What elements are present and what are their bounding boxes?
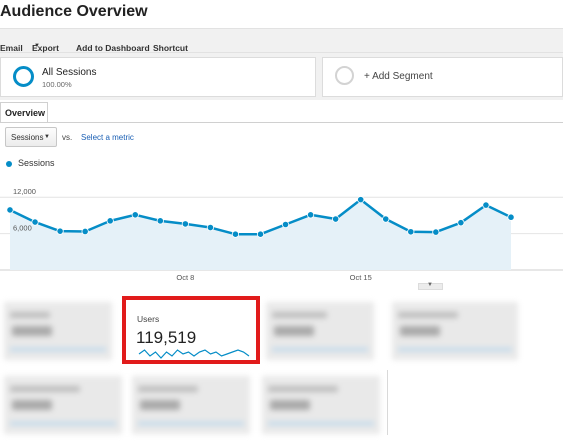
data-point [482,201,490,209]
data-point [206,223,214,232]
select-metric-link[interactable]: Select a metric [81,133,134,142]
sessions-chart: 12,000 6,000 Oct 8 Oct 15 [0,175,563,285]
chart-resize-handle[interactable]: ▼ [418,282,443,290]
data-point [106,217,114,225]
users-sparkline [138,349,250,359]
page-title: Audience Overview [0,3,148,20]
scorecard-divider [387,370,388,435]
blurred-scorecard [4,376,122,434]
tab-overview[interactable]: Overview [0,102,48,123]
segment-bar: All Sessions 100.00% + Add Segment [0,53,563,100]
legend-sessions-label: Sessions [18,158,55,168]
legend-dot-icon [6,161,12,167]
data-point [6,206,14,214]
empty-segment-ring-icon [335,66,354,85]
data-point [231,230,240,238]
caret-down-icon: ▼ [44,134,50,140]
blurred-scorecard [132,376,250,434]
segment-name: All Sessions [42,67,97,78]
data-point [382,215,390,223]
data-point [156,217,164,225]
email-button-label: Email [0,43,23,53]
toolbar: Email Export ▼ Add to Dashboard Shortcut [0,28,563,53]
users-value: 119,519 [136,328,197,347]
data-point [256,230,265,238]
blurred-scorecard [392,302,518,360]
data-point [131,211,139,219]
blurred-scorecard [4,302,112,360]
metric-select[interactable]: Sessions ▼ [5,127,57,147]
data-point [181,220,189,228]
add-segment-button[interactable]: + Add Segment [322,57,563,97]
data-point [432,228,440,236]
vs-label: vs. [62,133,73,142]
add-segment-label: + Add Segment [364,71,433,82]
segment-ring-icon [13,66,34,87]
data-point [81,227,89,236]
data-point [507,213,515,221]
tabs-divider [0,122,563,123]
blurred-scorecard [266,302,374,360]
sparkline-path [138,349,250,359]
data-point [407,228,415,236]
data-point [357,196,365,204]
blurred-scorecard [262,376,380,434]
segment-all-sessions[interactable]: All Sessions 100.00% [0,57,316,97]
data-point [457,219,465,227]
y-tick-label: 6,000 [13,224,32,233]
caret-down-icon: ▼ [427,282,433,288]
metric-select-label: Sessions [11,133,44,142]
data-point [306,211,315,219]
x-tick-label: Oct 15 [350,273,372,282]
data-point [332,215,340,223]
data-point [31,218,39,226]
data-point [281,220,290,229]
y-tick-label: 12,000 [13,187,36,196]
data-point [56,227,64,235]
caret-down-icon: ▼ [34,43,40,49]
export-button-label: Export [32,43,59,53]
segment-percent: 100.00% [42,80,72,89]
add-to-dashboard-label: Add to Dashboard [76,43,150,53]
users-scorecard[interactable]: Users 119,519 [122,296,260,364]
sessions-chart-svg: 12,000 6,000 Oct 8 Oct 15 [0,187,563,282]
x-tick-label: Oct 8 [176,273,194,282]
users-label: Users [137,314,160,324]
shortcut-label: Shortcut [153,43,188,53]
